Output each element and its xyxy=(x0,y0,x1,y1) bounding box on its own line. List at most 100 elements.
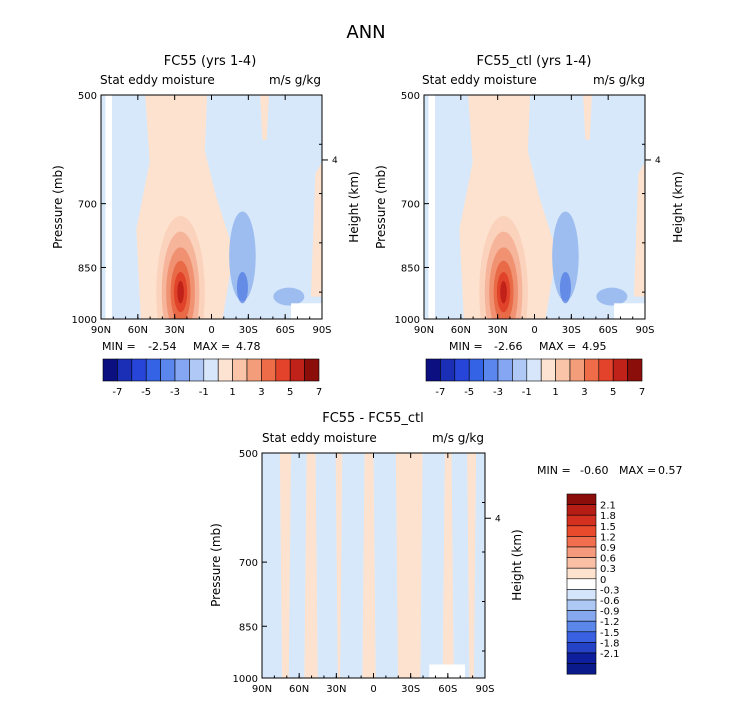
positive-region xyxy=(304,453,318,678)
colorbar-swatch xyxy=(566,567,597,580)
x-tick-label: 30N xyxy=(488,325,508,336)
x-tick-label: 60S xyxy=(276,325,295,336)
y-axis-label-right: Height (km) xyxy=(671,171,685,242)
y-right-tick-label: 4 xyxy=(332,156,338,166)
plot-area: 90N 60N 30N 0 30S 60S 90S 500 700 850 1000 4 xyxy=(72,91,338,336)
x-tick-label: 0 xyxy=(531,325,537,336)
panel-fc55: FC55 (yrs 1-4) Stat eddy moisture m/s g/… xyxy=(51,54,361,398)
colorbar-label: -7 xyxy=(112,387,122,398)
positive-region xyxy=(442,453,454,678)
colorbar-swatch xyxy=(425,358,441,382)
colorbar-swatch xyxy=(497,358,513,382)
plot-area: 90N 60N 30N 0 30S 60S 90S 500 700 850 1000 4 xyxy=(233,449,501,695)
x-tick-label: 60S xyxy=(438,684,457,695)
units-label: m/s g/kg xyxy=(269,73,321,87)
colorbar-label: -1.8 xyxy=(600,638,620,649)
colorbar-swatch xyxy=(232,358,248,382)
colorbar-swatch xyxy=(566,620,597,633)
field-label: Stat eddy moisture xyxy=(262,431,377,445)
x-tick-label: 30N xyxy=(326,684,346,695)
colorbar-swatch xyxy=(566,631,597,643)
y-tick-label: 700 xyxy=(78,200,97,211)
positive-region xyxy=(362,453,376,678)
max-value: 0.57 xyxy=(658,464,683,477)
x-tick-label: 90N xyxy=(91,325,111,336)
negative-core xyxy=(273,287,305,306)
y-tick-label: 500 xyxy=(401,91,420,102)
colorbar-swatch xyxy=(555,358,571,382)
colorbar-swatch xyxy=(566,514,597,527)
colorbar-label: 0.9 xyxy=(600,543,616,554)
colorbar-swatch xyxy=(566,663,597,675)
negative-core-strong xyxy=(236,271,248,304)
positive-region xyxy=(260,95,269,140)
negative-core xyxy=(552,211,579,302)
colorbar-label: -3 xyxy=(493,387,503,398)
field-label: Stat eddy moisture xyxy=(100,73,215,87)
colorbar-swatch xyxy=(612,358,628,382)
x-tick-label: 60S xyxy=(599,325,618,336)
colorbar-swatch xyxy=(102,358,118,382)
positive-region xyxy=(583,95,592,140)
x-tick-label: 60N xyxy=(128,325,148,336)
colorbar-label: 1 xyxy=(552,387,558,398)
y-tick-label: 1000 xyxy=(233,674,258,685)
min-label: MIN = xyxy=(449,340,483,353)
colorbar-swatch xyxy=(540,358,556,382)
colorbar-label: 7 xyxy=(316,387,322,398)
y-right-tick-label: 4 xyxy=(495,514,501,524)
missing-data xyxy=(291,303,322,319)
colorbar-swatch xyxy=(566,536,597,548)
max-label: MAX = xyxy=(539,340,576,353)
colorbar-swatch xyxy=(566,493,597,505)
colorbar-label: 0.3 xyxy=(600,564,616,575)
colorbar-swatch xyxy=(526,358,542,382)
colorbar-label: -1 xyxy=(199,387,209,398)
min-value: -0.60 xyxy=(580,464,608,477)
colorbar-swatch xyxy=(189,358,205,382)
colorbar-swatch xyxy=(117,358,133,382)
colorbar-swatch xyxy=(468,358,484,382)
colorbar-swatch xyxy=(566,546,597,558)
colorbar-label: -0.3 xyxy=(600,585,620,596)
colorbar-swatch xyxy=(566,642,597,654)
colorbar-swatch xyxy=(566,652,597,664)
colorbar-label: -3 xyxy=(170,387,180,398)
x-tick-label: 90N xyxy=(252,684,272,695)
colorbar-swatch xyxy=(160,358,176,382)
y-tick-label: 850 xyxy=(401,263,420,274)
y-tick-label: 700 xyxy=(239,558,258,569)
colorbar: -7 -5 -3 -1 1 3 5 7 xyxy=(425,358,645,398)
units-label: m/s g/kg xyxy=(432,431,484,445)
colorbar-swatch xyxy=(483,358,499,382)
colorbar-swatch xyxy=(145,358,161,382)
x-tick-label: 90S xyxy=(312,325,331,336)
positive-region xyxy=(467,453,477,678)
colorbar-label: 1.2 xyxy=(600,532,616,543)
x-tick-label: 30N xyxy=(165,325,185,336)
x-tick-label: 90S xyxy=(635,325,654,336)
y-tick-label: 500 xyxy=(239,449,258,460)
colorbar-swatch xyxy=(304,358,320,382)
colorbar-swatch xyxy=(566,599,597,611)
missing-data xyxy=(429,664,465,678)
y-tick-label: 500 xyxy=(78,91,97,102)
x-tick-label: 0 xyxy=(370,684,376,695)
x-tick-label: 90S xyxy=(475,684,494,695)
x-tick-label: 30S xyxy=(239,325,258,336)
plot-area: 90N 60N 30N 0 30S 60S 90S 500 700 850 1000 4 xyxy=(395,91,661,336)
colorbar-swatch xyxy=(566,589,597,601)
colorbar-label: 2.1 xyxy=(600,501,616,512)
x-tick-label: 30S xyxy=(401,684,420,695)
y-tick-label: 1000 xyxy=(395,315,420,326)
colorbar-label: -0.9 xyxy=(600,607,620,618)
colorbar-swatch xyxy=(289,358,305,382)
min-value: -2.66 xyxy=(494,340,522,353)
colorbar-swatch xyxy=(569,358,585,382)
colorbar-swatch xyxy=(566,610,597,622)
colorbar-label: 1.5 xyxy=(600,522,616,533)
field-zero-band xyxy=(428,95,436,319)
colorbar-swatch xyxy=(261,358,277,382)
colorbar-label: 7 xyxy=(639,387,645,398)
